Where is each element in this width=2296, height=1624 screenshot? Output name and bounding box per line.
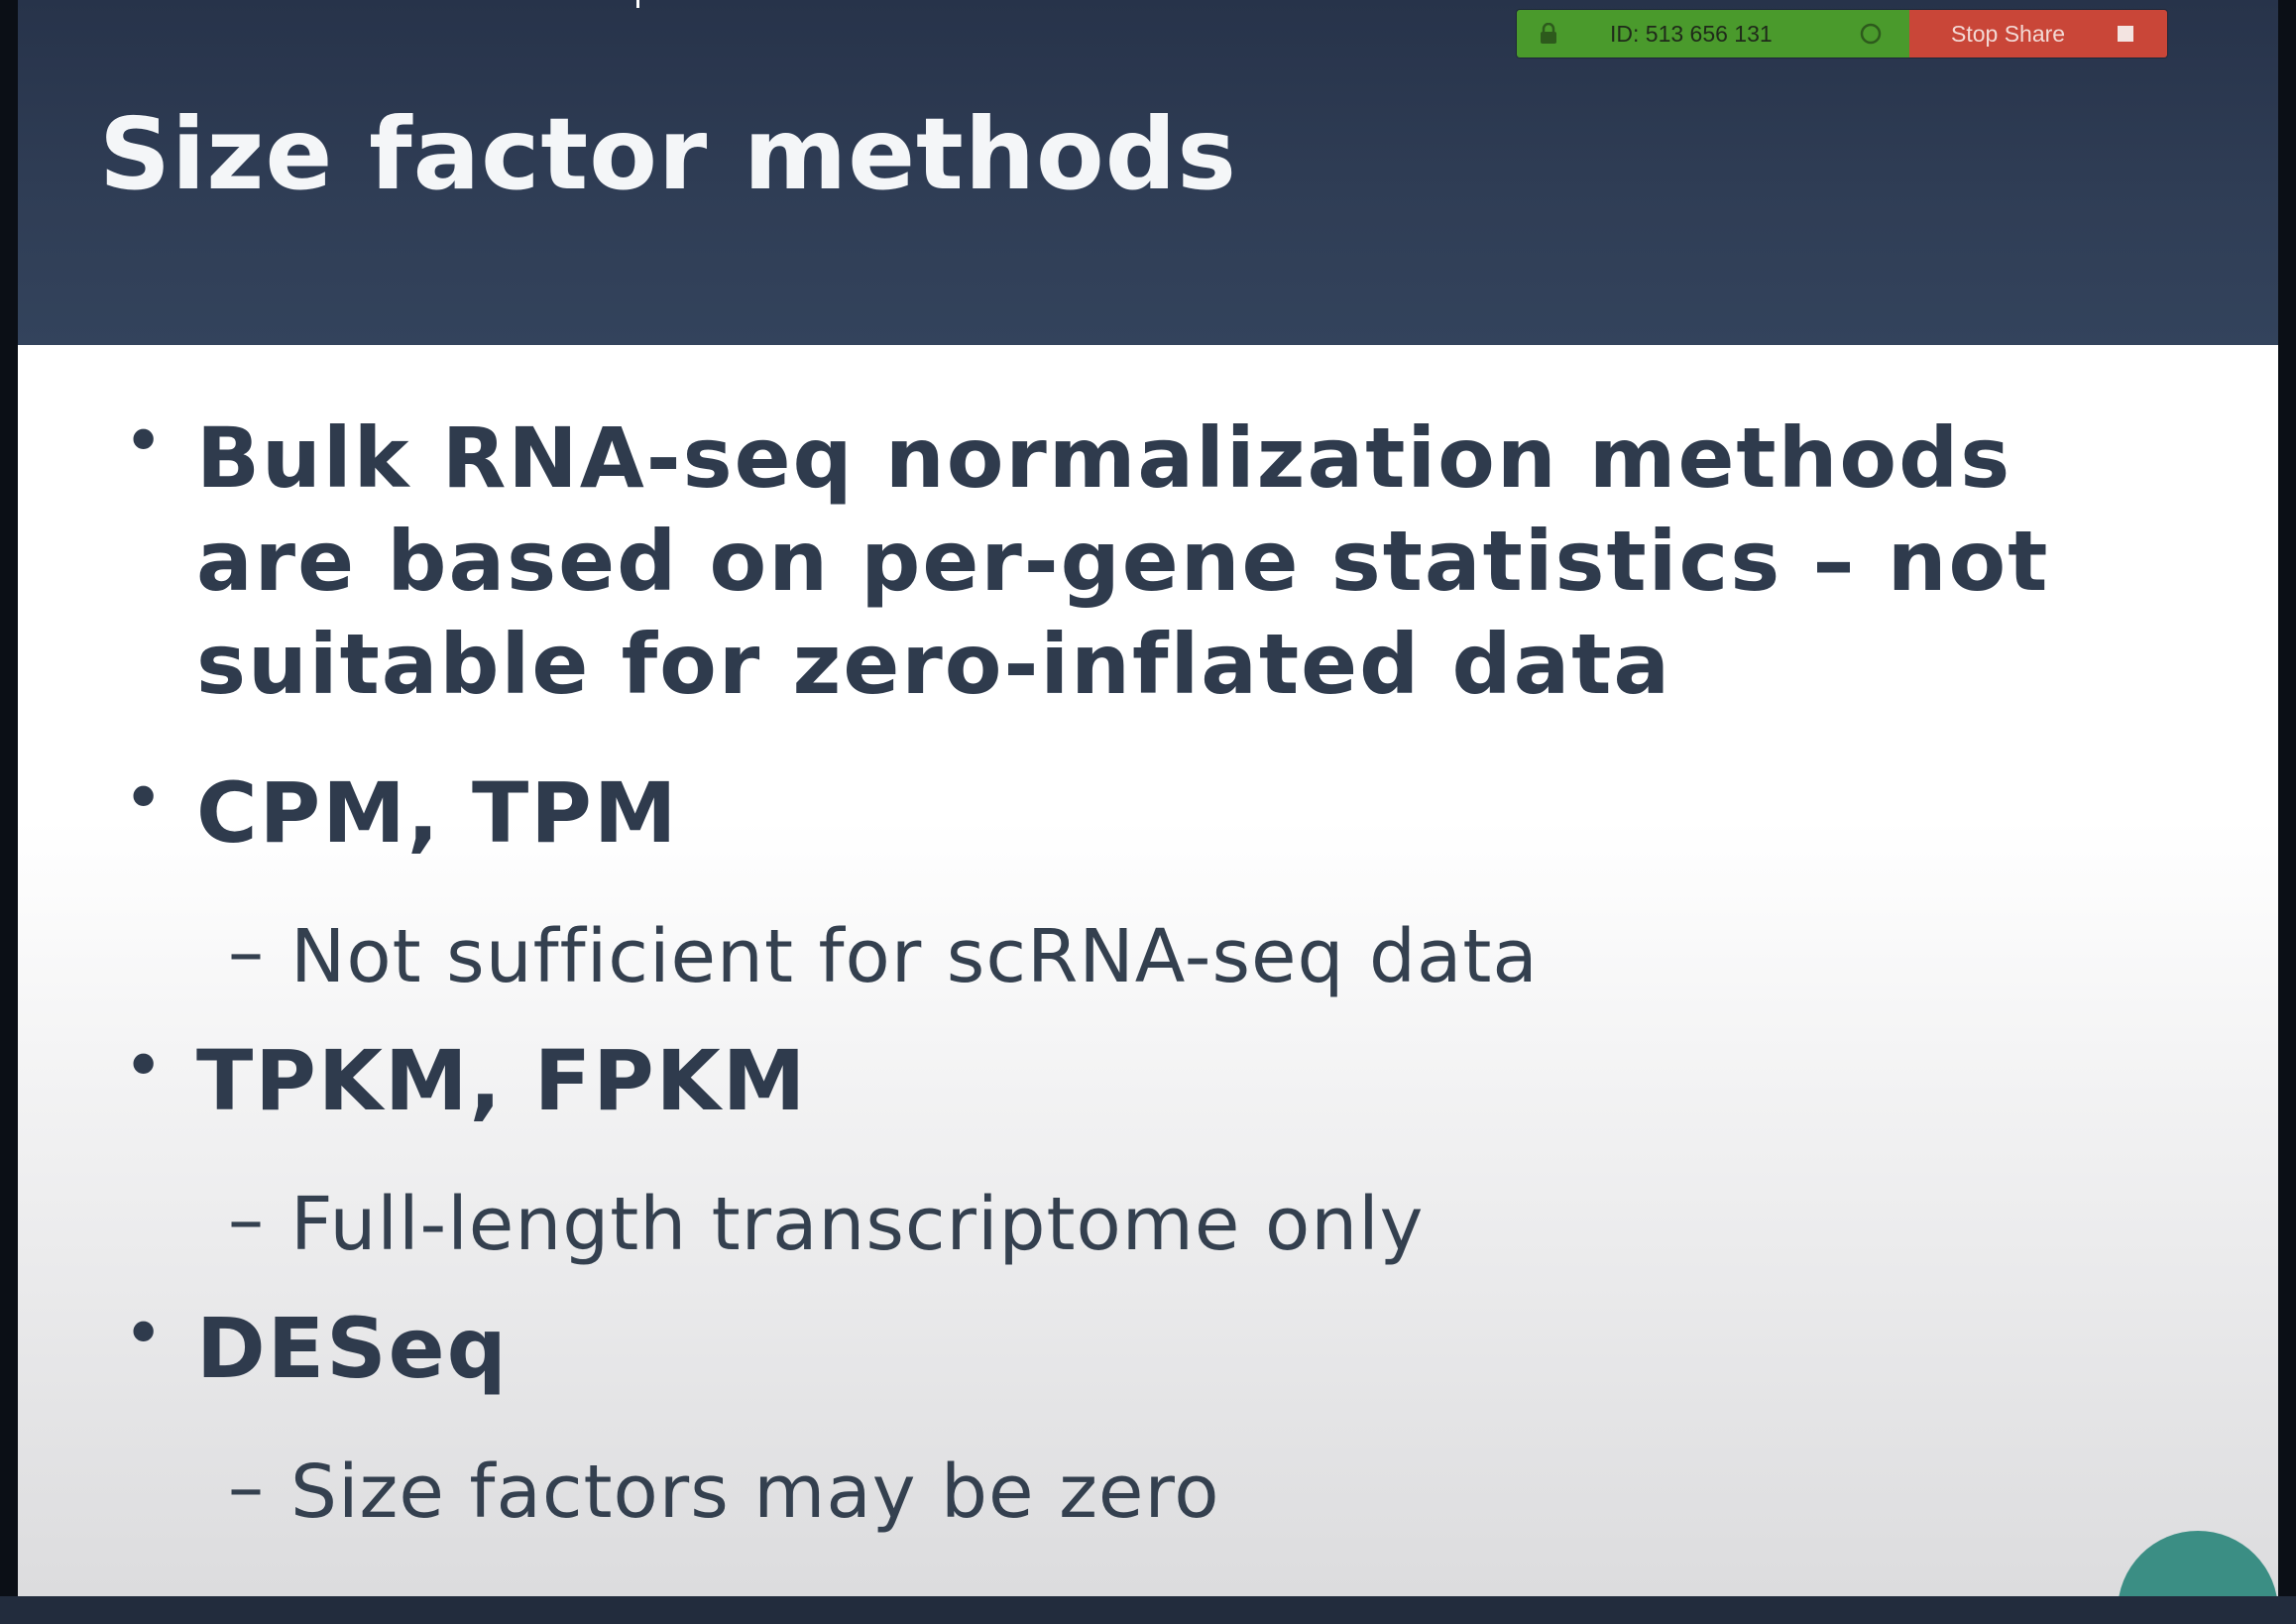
refresh-icon[interactable]: [1858, 21, 1884, 47]
slide-header: Size factor methods: [18, 0, 2278, 345]
slide-body: • Bulk RNA-seq normalization methods are…: [18, 345, 2278, 1596]
sub-bullet-glyph: –: [228, 1446, 264, 1529]
slide-footer-bar: [0, 1596, 2296, 1624]
bullet-text: Bulk RNA-seq normalization methods are b…: [196, 409, 2050, 713]
meeting-id-text: ID: 513 656 131: [1610, 21, 1773, 47]
bullet-glyph: •: [123, 401, 165, 482]
presentation-slide: Size factor methods • Bulk RNA-seq norma…: [18, 0, 2278, 1596]
sub-bullet-glyph: –: [228, 910, 264, 993]
stop-share-label: Stop Share: [1951, 21, 2066, 47]
sub-bullet-text: Size factors may be zero: [290, 1450, 1220, 1535]
left-frame-border: [0, 0, 18, 1624]
bullet-glyph: •: [123, 1293, 165, 1374]
bullet-text: TPKM, FPKM: [196, 1032, 808, 1129]
stop-square-icon: [2118, 26, 2133, 42]
bullet-glyph: •: [123, 1025, 165, 1106]
meeting-id-panel[interactable]: ID: 513 656 131: [1517, 10, 1909, 58]
bullet-glyph: •: [123, 757, 165, 839]
sub-bullet-text: Full-length transcriptome only: [290, 1182, 1425, 1267]
right-frame-border: [2278, 0, 2296, 1624]
lock-icon: [1541, 23, 1556, 44]
mouse-cursor-icon: [636, 0, 639, 8]
stop-share-button[interactable]: Stop Share: [1909, 10, 2167, 58]
bullet-text: DESeq: [196, 1300, 509, 1397]
sub-bullet-text: Not sufficient for scRNA-seq data: [290, 914, 1539, 999]
sub-bullet-glyph: –: [228, 1178, 264, 1261]
screen-share-toolbar: ID: 513 656 131 Stop Share: [1517, 10, 2167, 58]
bullet-text: CPM, TPM: [196, 764, 679, 862]
slide-title: Size factor methods: [99, 96, 1237, 212]
